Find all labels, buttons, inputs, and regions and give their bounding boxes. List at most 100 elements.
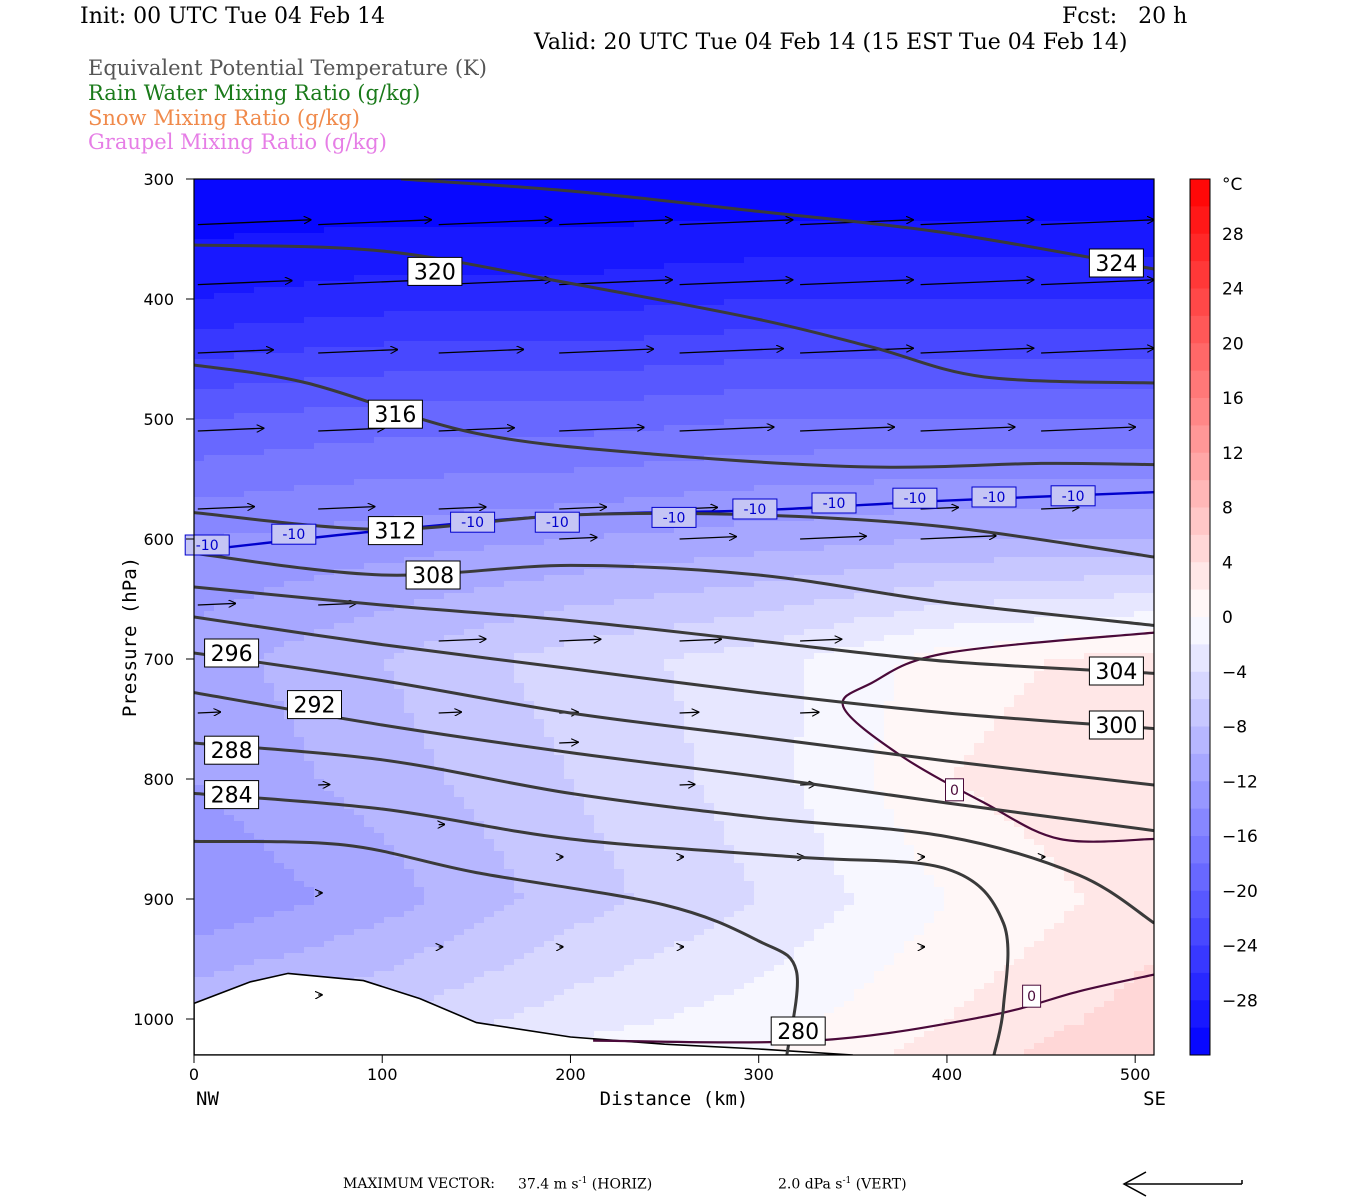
temperature-cell [354,629,365,636]
temperature-cell [374,935,385,942]
temperature-cell [504,737,515,744]
temperature-cell [234,605,245,612]
temperature-cell [194,779,205,786]
temperature-cell [494,401,505,408]
temperature-cell [264,251,275,258]
temperature-cell [394,443,405,450]
temperature-cell [494,767,505,774]
temperature-cell [434,527,445,534]
temperature-cell [314,941,325,948]
temperature-cell [354,833,365,840]
temperature-cell [474,251,485,258]
temperature-cell [484,419,495,426]
temperature-cell [284,473,295,480]
temperature-cell [514,233,525,240]
temperature-cell [384,635,395,642]
temperature-cell [514,881,525,888]
temperature-cell [524,617,535,624]
temperature-cell [234,533,245,540]
temperature-cell [304,419,315,426]
temperature-cell [464,353,475,360]
temperature-cell [244,845,255,852]
temperature-cell [464,887,475,894]
temperature-cell [524,305,535,312]
temperature-cell [364,341,375,348]
temperature-cell [414,485,425,492]
temperature-cell [454,287,465,294]
temperature-cell [344,311,355,318]
temperature-cell [314,377,325,384]
temperature-cell [314,275,325,282]
temperature-cell [384,701,395,708]
temperature-cell [254,635,265,642]
temperature-cell [294,359,305,366]
temperature-cell [304,323,315,330]
temperature-cell [454,539,465,546]
temperature-cell [314,485,325,492]
temperature-cell [264,773,275,780]
temperature-cell [214,713,225,720]
temperature-cell [214,467,225,474]
temperature-cell [354,263,365,270]
temperature-cell [404,209,415,216]
temperature-cell [194,467,205,474]
temperature-cell [194,341,205,348]
temperature-cell [444,947,455,954]
temperature-cell [464,713,475,720]
temperature-cell [494,677,505,684]
temperature-cell [494,335,505,342]
temperature-cell [294,185,305,192]
temperature-cell [404,935,415,942]
temperature-cell [194,257,205,264]
temperature-cell [304,623,315,630]
temperature-cell [334,935,345,942]
temperature-cell [474,887,485,894]
temperature-cell [494,725,505,732]
temperature-cell [364,725,375,732]
temperature-cell [404,305,415,312]
temperature-cell [464,725,475,732]
temperature-cell [404,821,415,828]
temperature-cell [214,929,225,936]
temperature-cell [294,953,305,960]
temperature-cell [474,623,485,630]
temperature-cell [524,317,535,324]
temperature-cell [234,689,245,696]
temperature-cell [484,389,495,396]
temperature-cell [504,569,515,576]
temperature-cell [324,851,335,858]
temperature-cell [264,275,275,282]
temperature-cell [514,995,525,1002]
temperature-cell [464,671,475,678]
temperature-cell [404,179,415,186]
temperature-cell [274,545,285,552]
temperature-cell [254,971,265,978]
temperature-cell [534,329,545,336]
temperature-cell [314,875,325,882]
temperature-cell [514,833,525,840]
temperature-cell [274,587,285,594]
temperature-cell [374,569,385,576]
temperature-cell [514,431,525,438]
temperature-cell [244,395,255,402]
temperature-cell [484,179,495,186]
temperature-cell [244,551,255,558]
temperature-cell [274,569,285,576]
temperature-cell [254,953,265,960]
temperature-cell [484,875,495,882]
temperature-cell [344,821,355,828]
temperature-cell [304,239,315,246]
temperature-cell [504,299,515,306]
temperature-cell [314,233,325,240]
temperature-cell [274,815,285,822]
temperature-cell [374,611,385,618]
temperature-cell [464,227,475,234]
temperature-cell [264,191,275,198]
temperature-cell [214,257,225,264]
temperature-cell [264,863,275,870]
temperature-cell [344,641,355,648]
temperature-cell [424,311,435,318]
temperature-cell [454,671,465,678]
temperature-cell [394,545,405,552]
temperature-cell [214,287,225,294]
